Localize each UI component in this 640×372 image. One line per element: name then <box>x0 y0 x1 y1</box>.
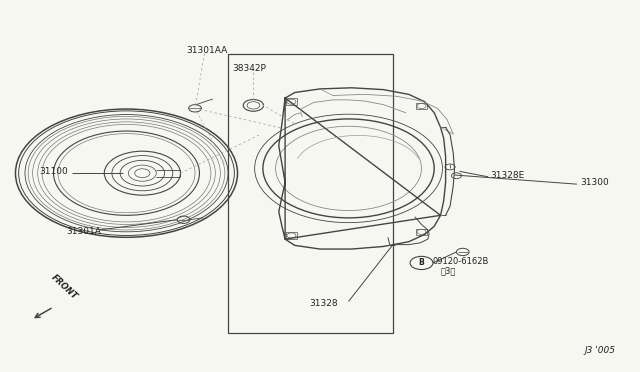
Text: J3 '005: J3 '005 <box>584 346 615 355</box>
Text: FRONT: FRONT <box>49 273 79 301</box>
Text: （3）: （3） <box>440 266 456 276</box>
Text: 31301AA: 31301AA <box>187 46 228 55</box>
Text: 09120-6162B: 09120-6162B <box>433 257 490 266</box>
Bar <box>285 232 297 239</box>
Bar <box>416 228 428 235</box>
Text: B: B <box>419 259 424 267</box>
Bar <box>228 54 393 333</box>
Text: 31301A: 31301A <box>66 227 101 236</box>
Bar <box>285 99 297 105</box>
Text: 31328E: 31328E <box>490 170 524 180</box>
Text: 31300: 31300 <box>580 178 609 187</box>
Text: 38342P: 38342P <box>232 64 266 73</box>
Text: 31328: 31328 <box>309 299 337 308</box>
Bar <box>416 103 428 109</box>
Text: 31100: 31100 <box>40 167 68 176</box>
